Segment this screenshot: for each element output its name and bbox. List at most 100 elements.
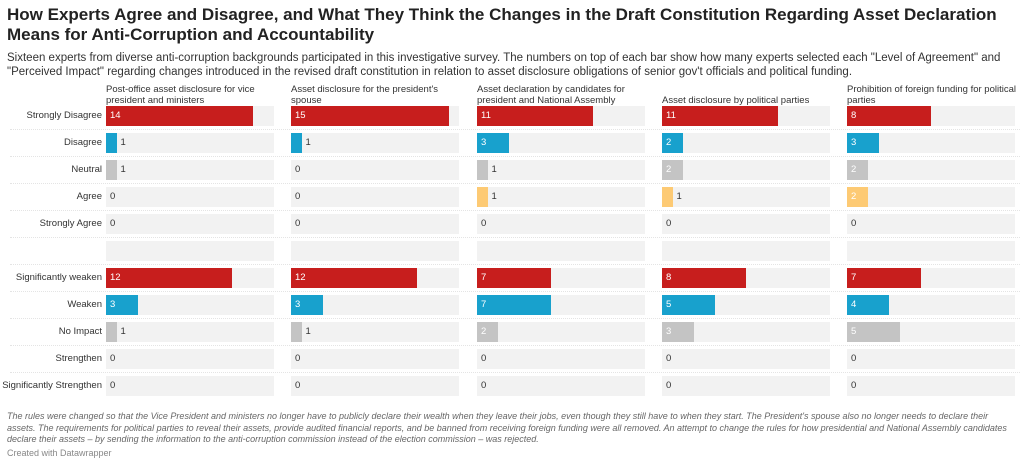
bar-track: 0: [291, 349, 459, 369]
bar-value-label: 0: [481, 380, 487, 391]
row-label: Strongly Agree: [39, 218, 102, 229]
bar: [477, 187, 488, 207]
bar-track: 5: [847, 322, 1015, 342]
bar-value-label: 14: [110, 110, 121, 121]
bar-track: 7: [477, 268, 645, 288]
bar-track: 0: [477, 349, 645, 369]
row-separator: [10, 345, 1020, 346]
bar-value-label: 2: [666, 164, 672, 175]
bar-track: 3: [847, 133, 1015, 153]
bar-value-label: 0: [851, 353, 857, 364]
bar: [106, 160, 117, 180]
bar-value-label: 1: [491, 164, 497, 175]
bar: [477, 295, 551, 315]
row-label: Agree: [76, 191, 102, 202]
bar-value-label: 0: [481, 353, 487, 364]
bar: [662, 133, 683, 153]
bar-value-label: 12: [110, 272, 121, 283]
row-label: Strongly Disagree: [26, 110, 102, 121]
row-label: Neutral: [71, 164, 102, 175]
bar: [847, 160, 868, 180]
bar: [106, 133, 117, 153]
credit-link[interactable]: Created with Datawrapper: [7, 448, 112, 458]
bar-value-label: 0: [851, 218, 857, 229]
bar-value-label: 11: [481, 110, 491, 121]
bar-value-label: 3: [295, 299, 301, 310]
bar: [662, 295, 715, 315]
column-header: Asset disclosure by political parties: [662, 95, 810, 106]
bar-value-label: 8: [666, 272, 672, 283]
chart-notes: The rules were changed so that the Vice …: [7, 411, 1007, 444]
bar: [847, 133, 879, 153]
bar-value-label: 3: [851, 137, 857, 148]
row-separator: [10, 183, 1020, 184]
bar: [106, 322, 117, 342]
bar-value-label: 0: [666, 380, 672, 391]
bar-track: [477, 241, 645, 261]
bar-track: 0: [106, 187, 274, 207]
bar-track: 2: [662, 133, 830, 153]
bar-track: 0: [477, 376, 645, 396]
bar-track: 8: [662, 268, 830, 288]
bar: [291, 268, 417, 288]
bar-value-label: 0: [295, 353, 301, 364]
row-separator: [10, 210, 1020, 211]
row-separator: [10, 291, 1020, 292]
bar-track: 3: [291, 295, 459, 315]
bar-value-label: 1: [676, 191, 682, 202]
row-separator: [10, 237, 1020, 238]
bar-track: 3: [662, 322, 830, 342]
bar-track: 0: [106, 214, 274, 234]
bar-track: 0: [291, 376, 459, 396]
bar: [662, 160, 683, 180]
bar-track: 0: [847, 376, 1015, 396]
bar-track: 0: [847, 214, 1015, 234]
row-separator: [10, 156, 1020, 157]
bar-value-label: 0: [295, 380, 301, 391]
bar: [847, 295, 889, 315]
bar-value-label: 3: [666, 326, 672, 337]
bar: [291, 295, 323, 315]
bar-track: 1: [291, 322, 459, 342]
bar-value-label: 0: [110, 353, 116, 364]
bar-value-label: 7: [851, 272, 857, 283]
bar-value-label: 2: [481, 326, 487, 337]
row-separator: [10, 129, 1020, 130]
bar: [477, 106, 593, 126]
bar-track: 1: [106, 322, 274, 342]
bar-value-label: 7: [481, 272, 487, 283]
bar-value-label: 0: [851, 380, 857, 391]
bar: [662, 187, 673, 207]
bar-value-label: 1: [120, 164, 126, 175]
bar-track: 7: [847, 268, 1015, 288]
bar-track: 1: [106, 133, 274, 153]
row-separator: [10, 318, 1020, 319]
bar-track: 12: [291, 268, 459, 288]
bar-value-label: 12: [295, 272, 306, 283]
column-header: Prohibition of foreign funding for polit…: [847, 84, 1016, 106]
bar: [477, 160, 488, 180]
bar-track: 5: [662, 295, 830, 315]
bar-value-label: 2: [666, 137, 672, 148]
bar: [662, 106, 778, 126]
bar-track: 7: [477, 295, 645, 315]
bar-track: 11: [662, 106, 830, 126]
bar-track: [847, 241, 1015, 261]
bar-track: 1: [662, 187, 830, 207]
bar-value-label: 8: [851, 110, 857, 121]
bar-track: 3: [106, 295, 274, 315]
chart-title: How Experts Agree and Disagree, and What…: [7, 5, 997, 44]
bar: [847, 187, 868, 207]
bar: [662, 268, 746, 288]
bar-track: 2: [477, 322, 645, 342]
bar-value-label: 0: [110, 218, 116, 229]
bar-track: 0: [106, 349, 274, 369]
bar-track: 0: [291, 214, 459, 234]
bar-track: 0: [291, 187, 459, 207]
bar-value-label: 3: [481, 137, 487, 148]
bar-track: 12: [106, 268, 274, 288]
bar-value-label: 1: [305, 137, 311, 148]
bar-track: 15: [291, 106, 459, 126]
bar: [847, 322, 900, 342]
bar-track: 1: [291, 133, 459, 153]
